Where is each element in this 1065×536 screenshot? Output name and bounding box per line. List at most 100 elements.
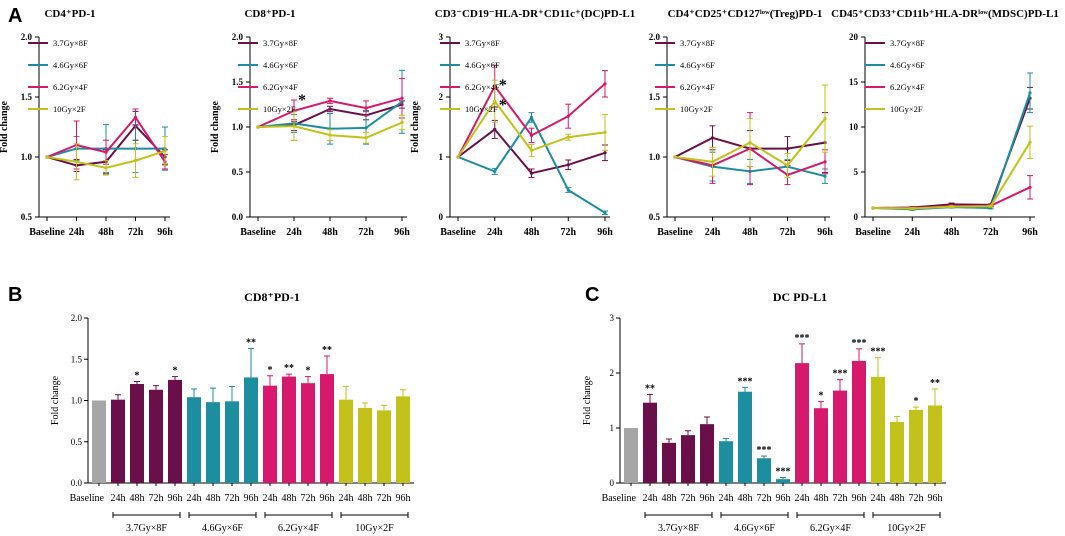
- bar-chart-1: CD8⁺PD-1 0.0 0.5 1.0 1.5 2.0 Fold change Baseli…: [50, 290, 414, 534]
- bar: [776, 479, 790, 483]
- x-tick-label: 24h: [705, 227, 721, 238]
- y-tick-label: 0.5: [649, 212, 661, 222]
- legend-label: 4.6Gy×6F: [53, 60, 88, 70]
- x-tick-label: 72h: [560, 227, 576, 238]
- data-point: [133, 159, 138, 163]
- bar: [339, 399, 353, 483]
- y-tick-label: 0: [854, 212, 859, 222]
- data-point: [710, 136, 715, 140]
- data-point: [566, 188, 570, 192]
- data-point: [400, 96, 404, 100]
- x-tick-label: 48h: [738, 493, 753, 504]
- panel-label-a: A: [8, 5, 22, 27]
- bar: [757, 458, 771, 483]
- bar: [396, 396, 410, 483]
- y-tick-label: 0.5: [232, 167, 244, 177]
- x-tick-label: 72h: [780, 227, 796, 238]
- y-tick-label: 0.0: [71, 478, 83, 488]
- legend-label: 3.7Gy×8F: [890, 38, 925, 48]
- group-label: 6.2Gy×4F: [278, 523, 319, 534]
- data-point: [364, 136, 368, 140]
- bar: [225, 401, 239, 483]
- y-tick-label: 2: [439, 92, 444, 102]
- significance-marker: ***: [738, 376, 753, 387]
- x-tick-label: 48h: [524, 227, 540, 238]
- bar: [738, 391, 752, 483]
- chart-title: DC PD-L1: [773, 290, 827, 304]
- x-tick-label: 48h: [662, 493, 677, 504]
- x-tick-label: 48h: [98, 227, 114, 238]
- y-tick-label: 5: [854, 167, 859, 177]
- significance-marker: *: [819, 391, 824, 402]
- y-tick-label: 1.5: [21, 92, 33, 102]
- y-tick-label: 1: [610, 423, 615, 433]
- x-tick-label: 96h: [852, 493, 867, 504]
- group-label: 3.7Gy×8F: [658, 523, 699, 534]
- x-tick-label: Baseline: [240, 227, 276, 238]
- y-tick-label: 0.5: [71, 437, 83, 447]
- line-chart-2: CD8⁺PD-1 0.0 0.5 1.0 1.5 2.0 Baseline 24h 48h 72h…: [210, 8, 410, 238]
- legend-label: 4.6Gy×6F: [680, 60, 715, 70]
- significance-marker: *: [173, 366, 178, 377]
- x-tick-label: 48h: [322, 227, 338, 238]
- chart-title: CD4⁺PD-1: [44, 8, 95, 20]
- data-point: [493, 127, 497, 131]
- data-point: [529, 115, 534, 119]
- y-tick-label: 0: [610, 478, 615, 488]
- x-tick-label: 48h: [130, 493, 145, 504]
- group-label: 4.6Gy×6F: [202, 523, 243, 534]
- x-tick-label: 72h: [983, 227, 999, 238]
- x-tick-label: 96h: [157, 227, 173, 238]
- y-tick-label: 20: [849, 32, 859, 42]
- x-tick-label: 96h: [394, 227, 410, 238]
- data-point: [256, 125, 260, 129]
- bar: [643, 402, 657, 483]
- significance-marker: *: [914, 396, 919, 407]
- x-tick-label: 48h: [358, 493, 373, 504]
- data-point: [74, 160, 79, 164]
- legend-label: 3.7Gy×8F: [680, 38, 715, 48]
- data-point: [566, 114, 570, 118]
- data-point: [603, 130, 607, 134]
- data-point: [785, 163, 790, 167]
- chart-title: CD8⁺PD-1: [244, 8, 295, 20]
- x-tick-label: 96h: [168, 493, 183, 504]
- y-tick-label: 1: [439, 152, 444, 162]
- x-tick-label: 48h: [890, 493, 905, 504]
- x-tick-label: 72h: [833, 493, 848, 504]
- x-tick-label: 96h: [776, 493, 791, 504]
- data-point: [364, 106, 368, 110]
- data-point: [400, 120, 404, 125]
- data-point: [823, 160, 827, 164]
- y-tick-label: 1.0: [649, 152, 661, 162]
- bar: [149, 389, 163, 483]
- x-tick-label: Baseline: [70, 493, 105, 504]
- bar: [244, 377, 258, 483]
- x-tick-label: Baseline: [855, 227, 891, 238]
- bar: [871, 376, 885, 483]
- x-tick-label: 24h: [339, 493, 354, 504]
- x-tick-label: 96h: [396, 493, 411, 504]
- x-tick-label: Baseline: [657, 227, 693, 238]
- y-tick-label: 3: [610, 313, 615, 323]
- x-tick-label: 72h: [128, 227, 144, 238]
- y-tick-label: 0.5: [21, 212, 33, 222]
- significance-marker: *: [306, 366, 311, 377]
- y-tick-label: 0: [439, 212, 444, 222]
- x-tick-label: 24h: [871, 493, 886, 504]
- y-tick-label: 15: [849, 77, 859, 87]
- x-tick-label: 72h: [757, 493, 772, 504]
- data-point: [1028, 91, 1032, 95]
- legend-label: 4.6Gy×6F: [890, 60, 925, 70]
- y-tick-label: 2: [610, 368, 615, 378]
- x-tick-label: 24h: [719, 493, 734, 504]
- y-tick-label: 2.0: [232, 32, 244, 42]
- group-label: 10Gy×2F: [355, 523, 394, 534]
- y-axis-label: Fold change: [410, 100, 421, 153]
- x-tick-label: 72h: [681, 493, 696, 504]
- x-tick-label: 72h: [225, 493, 240, 504]
- x-tick-label: 24h: [795, 493, 810, 504]
- data-point: [566, 135, 570, 139]
